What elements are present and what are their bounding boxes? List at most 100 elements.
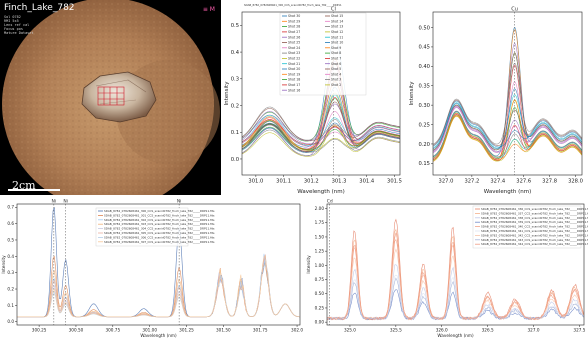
x-tick-label: 327.2 bbox=[464, 179, 479, 185]
image-metadata: Sol 0782 RMI 5x5 Lens ref cal Focus pos Matu… bbox=[4, 15, 34, 35]
legend-entry: SDAB_8782_0782608461_305_CCS_scanid0782_… bbox=[104, 231, 215, 235]
legend-entry: SDAB_8782_0782608461_341_CCS_scanid0782_… bbox=[481, 229, 588, 233]
y-tick-label: 0.6 bbox=[7, 221, 14, 226]
spectrum-line bbox=[17, 255, 300, 318]
legend-entry: Shot 23 bbox=[288, 51, 300, 55]
legend-entry: Shot 19 bbox=[288, 72, 300, 76]
x-tick-label: 301.00 bbox=[142, 328, 157, 333]
rock-photo bbox=[0, 0, 221, 195]
y-tick-label: 0.1 bbox=[231, 130, 239, 136]
legend: SDAB_8782_0782608461_336_CCS_scanid0782_… bbox=[472, 205, 588, 249]
y-tick-label: 0.5 bbox=[231, 23, 239, 29]
spectrum-line bbox=[242, 119, 400, 152]
legend-entry: SDAB_8782_0782608461_340_CCS_scanid0782_… bbox=[481, 225, 588, 229]
y-tick-label: 0.75 bbox=[315, 277, 325, 282]
y-tick-label: 0.50 bbox=[418, 25, 430, 31]
x-axis-label: Wavelength (nm) bbox=[484, 189, 532, 195]
spectrum-line bbox=[433, 100, 582, 148]
y-tick-label: 0.2 bbox=[231, 103, 239, 109]
y-tick-label: 0.35 bbox=[418, 84, 430, 90]
x-tick-label: 326.0 bbox=[436, 328, 448, 333]
x-tick-label: 301.2 bbox=[304, 179, 319, 185]
spectrum-line bbox=[433, 112, 582, 160]
legend-entry: Shot 8 bbox=[331, 51, 341, 55]
y-tick-label: 0.1 bbox=[7, 303, 14, 308]
y-tick-label: 2.00 bbox=[315, 206, 325, 211]
legend-entry: Shot 11 bbox=[331, 35, 343, 39]
y-tick-label: 0.7 bbox=[7, 205, 14, 210]
chart-title: SDAB_8782_0782608461_300_CCS_scanid0782_… bbox=[244, 3, 342, 7]
legend-entry: Shot 17 bbox=[288, 83, 300, 87]
y-tick-label: 1.75 bbox=[315, 220, 325, 225]
y-tick-label: 0.3 bbox=[7, 270, 14, 275]
rmi-image-panel: Finch_Lake_782 Sol 0782 RMI 5x5 Lens ref c… bbox=[0, 0, 221, 195]
x-axis-label: Wavelength (nm) bbox=[297, 189, 345, 195]
spectrum-line bbox=[327, 232, 584, 321]
y-tick-label: 0.20 bbox=[418, 142, 430, 148]
spectrum-line bbox=[242, 111, 400, 145]
chart-bottom-left: Ni Ni Ni 300.25 300.50 300.75 301.00 301.25 301.… bbox=[0, 196, 304, 339]
x-tick-label: 301.0 bbox=[248, 179, 263, 185]
y-tick-label: 0.2 bbox=[7, 286, 14, 291]
spectrum-line bbox=[242, 101, 400, 150]
y-tick-label: 0.30 bbox=[418, 103, 430, 109]
spectrum-line bbox=[433, 100, 582, 162]
y-axis-label: Intensity bbox=[306, 255, 311, 274]
legend-entry: Shot 24 bbox=[288, 46, 300, 50]
y-tick-label: 0.4 bbox=[7, 254, 14, 259]
x-tick-label: 300.75 bbox=[105, 328, 120, 333]
x-tick-label: 301.1 bbox=[276, 179, 291, 185]
legend-entry: Shot 12 bbox=[331, 30, 343, 34]
legend-entry: Shot 27 bbox=[288, 30, 300, 34]
x-tick-label: 327.8 bbox=[542, 179, 557, 185]
legend-entry: SDAB_8782_0782608461_337_CCS_scanid0782_… bbox=[481, 211, 588, 215]
spectrum-line bbox=[242, 116, 400, 147]
spectrum-line bbox=[242, 114, 400, 146]
legend-entry: Shot 3 bbox=[331, 78, 341, 82]
spectrum-line bbox=[242, 108, 400, 142]
x-tick-label: 328.0 bbox=[568, 179, 583, 185]
legend-entry: SDAB_8782_0782608461_303_CCS_scanid0782_… bbox=[104, 222, 215, 226]
legend: SDAB_8782_0782608461_300_CCS_scanid0782_… bbox=[95, 207, 215, 247]
plot-frame bbox=[16, 203, 301, 326]
spectrum-line bbox=[433, 105, 582, 152]
spectrum-line bbox=[242, 87, 400, 153]
x-axis-label: Wavelength (nm) bbox=[140, 333, 177, 338]
spectrum-line bbox=[433, 106, 582, 153]
legend-entry: SDAB_8782_0782608461_300_CCS_scanid0782_… bbox=[104, 209, 215, 213]
laser-shot-grid bbox=[97, 86, 125, 106]
x-tick-label: 300.25 bbox=[32, 328, 47, 333]
y-axis-label: Intensity bbox=[224, 81, 230, 106]
x-tick-label: 326.5 bbox=[482, 328, 494, 333]
peak-marker-label: Cl bbox=[331, 7, 336, 13]
x-tick-label: 300.50 bbox=[69, 328, 84, 333]
legend-entry: SDAB_8782_0782608461_307_CCS_scanid0782_… bbox=[104, 240, 215, 244]
x-tick-label: 301.3 bbox=[332, 179, 347, 185]
x-tick-label: 301.25 bbox=[179, 328, 194, 333]
spectrum-line bbox=[433, 110, 582, 158]
legend-entry: Shot 13 bbox=[331, 25, 343, 29]
legend-entry: Shot 14 bbox=[331, 19, 343, 23]
legend-entry: Shot 21 bbox=[288, 62, 300, 66]
legend-entry: Shot 16 bbox=[288, 88, 300, 92]
x-tick-label: 327.0 bbox=[439, 179, 454, 185]
peak-marker-label: Ni bbox=[52, 199, 57, 205]
plot-frame bbox=[432, 11, 583, 176]
legend-entry: SDAB_8782_0782608461_343_CCS_scanid0782_… bbox=[481, 238, 588, 242]
image-metadata-line: Lens ref cal bbox=[4, 23, 30, 27]
spectrum-line bbox=[433, 114, 582, 162]
legend-entry: Shot 20 bbox=[288, 67, 300, 71]
legend-entry: SDAB_8782_0782608461_342_CCS_scanid0782_… bbox=[481, 233, 588, 237]
legend-entry: SDAB_8782_0782608461_304_CCS_scanid0782_… bbox=[104, 227, 215, 231]
y-tick-label: 0.5 bbox=[7, 237, 14, 242]
legend-entry: Shot 25 bbox=[288, 41, 300, 45]
legend-entry: SDAB_8782_0782608461_336_CCS_scanid0782_… bbox=[481, 207, 588, 211]
rock-target bbox=[81, 71, 157, 123]
corner-glyph: ≡ M bbox=[202, 6, 215, 13]
x-tick-label: 327.4 bbox=[490, 179, 506, 185]
chart-bottom-right: Cd 325.0 325.5 326.0 326.5 327.0 327.5 0.00 0.25… bbox=[305, 196, 588, 339]
legend-entry: SDAB_8782_0782608461_302_CCS_scanid0782_… bbox=[104, 218, 215, 222]
spectrum-line bbox=[242, 123, 400, 151]
peak-marker-label: Ni bbox=[63, 199, 68, 205]
image-metadata-line: Focus pos bbox=[4, 27, 23, 31]
